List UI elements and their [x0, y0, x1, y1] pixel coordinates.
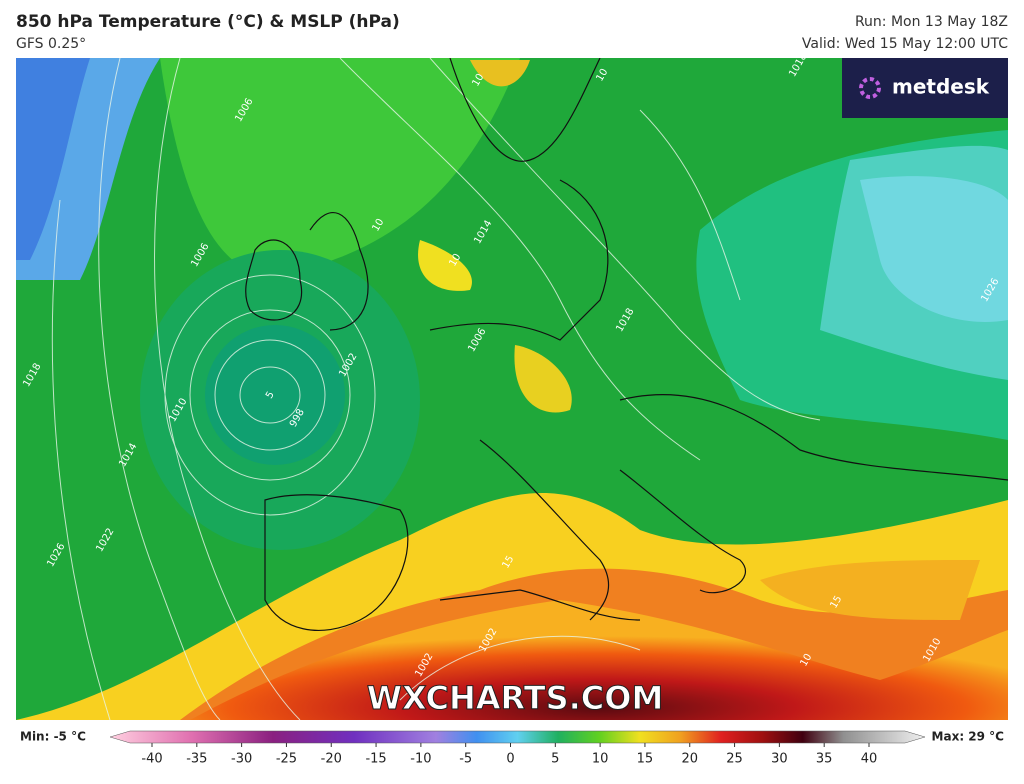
subtitle: GFS 0.25° [16, 36, 86, 52]
colorbar-tick-label: -5 [459, 752, 472, 767]
colorbar-tick-label: 30 [771, 752, 788, 767]
borders [245, 58, 1008, 631]
colorbar-tick-label: 5 [551, 752, 559, 767]
colorbar-min: Min: -5 °C [20, 730, 86, 744]
contour-label: 5 [264, 390, 277, 401]
map [16, 58, 1008, 720]
colorbar-tick-label: -15 [365, 752, 386, 767]
colorbar-tick-label: 20 [681, 752, 698, 767]
title: 850 hPa Temperature (°C) & MSLP (hPa) [16, 12, 400, 32]
watermark: WXCHARTS.COM [367, 679, 664, 717]
colorbar-tick-label: -30 [231, 752, 252, 767]
run: Run: Mon 13 May 18Z [855, 14, 1008, 30]
colorbar-tick-label: -40 [141, 752, 162, 767]
colorbar-tick-label: 25 [726, 752, 743, 767]
logo-text: metdesk [892, 75, 990, 99]
logo-box [842, 58, 1008, 118]
colorbar-tick-label: 35 [816, 752, 833, 767]
colorbar-tick-label: 0 [506, 752, 514, 767]
colorbar-tick-label: -20 [321, 752, 342, 767]
valid: Valid: Wed 15 May 12:00 UTC [802, 36, 1008, 52]
colorbar-tick-label: -10 [410, 752, 431, 767]
colorbar-tick-label: 15 [637, 752, 654, 767]
colorbar-tick-label: -25 [276, 752, 297, 767]
logo-icon [859, 77, 881, 99]
colorbar-tick-label: 10 [592, 752, 609, 767]
colorbar-tick-label: 40 [861, 752, 878, 767]
isobars [51, 58, 821, 720]
colorbar [109, 730, 926, 744]
colorbar-max: Max: 29 °C [932, 730, 1005, 744]
colorbar-tick-label: -35 [186, 752, 207, 767]
